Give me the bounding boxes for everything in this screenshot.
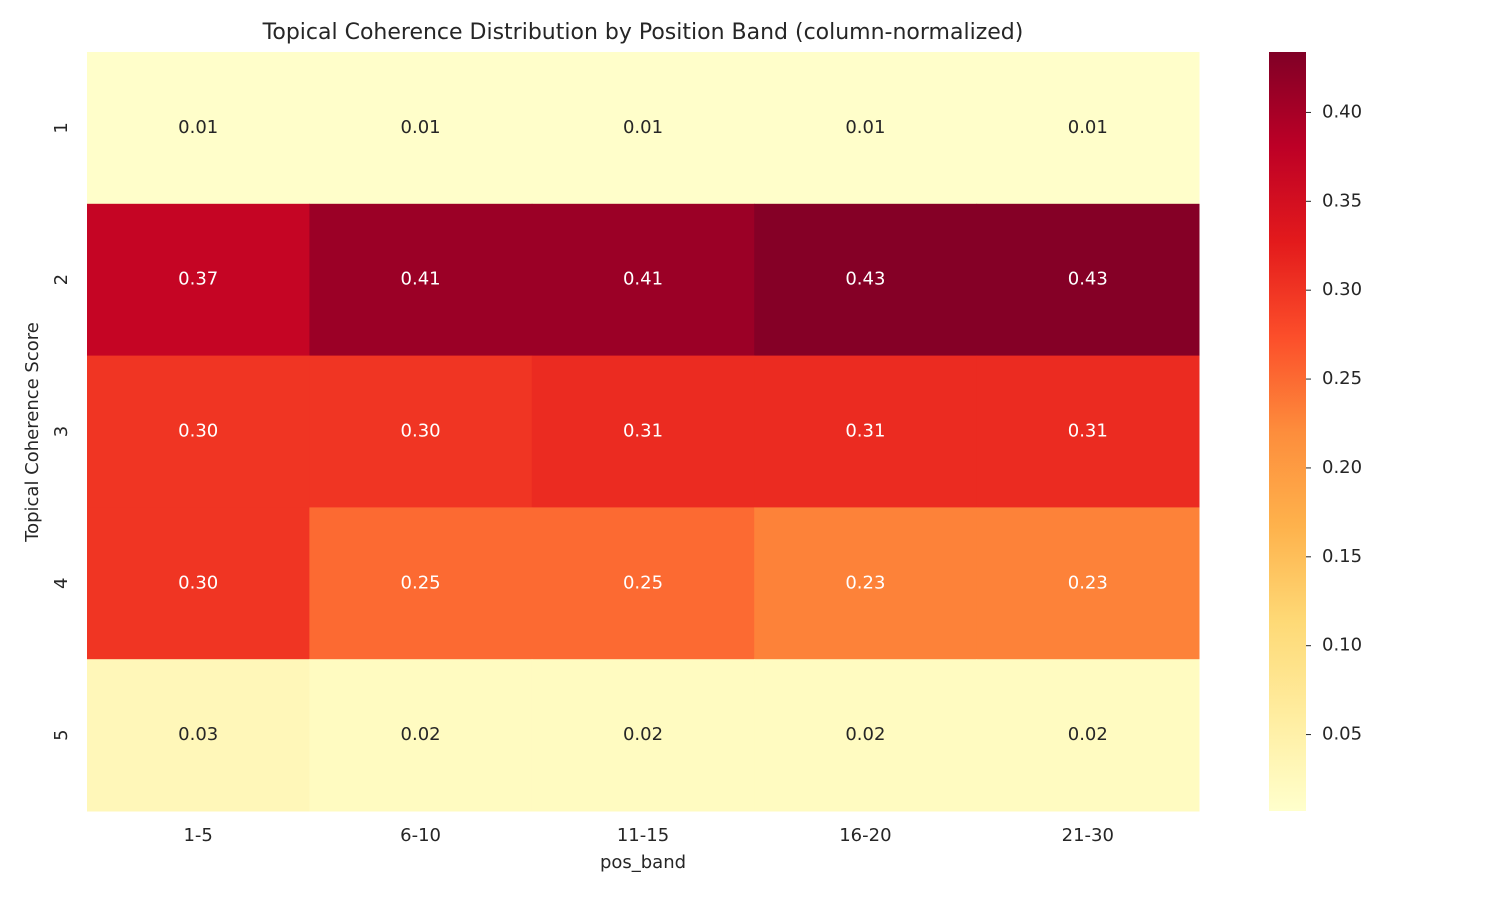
heatmap-cell — [531, 52, 755, 205]
heatmap-cell — [309, 507, 533, 660]
cell-label: 0.23 — [1068, 572, 1108, 593]
y-tick-label: 3 — [51, 426, 72, 437]
colorbar — [1269, 52, 1306, 811]
heatmap-cell — [531, 203, 755, 357]
cell-label: 0.43 — [1068, 269, 1108, 290]
heatmap-cell — [976, 659, 1200, 812]
heatmap-cell — [531, 659, 755, 812]
cell-label: 0.30 — [401, 421, 441, 442]
heatmap-cell — [309, 52, 533, 205]
cell-label: 0.41 — [623, 269, 663, 290]
chart-title: Topical Coherence Distribution by Positi… — [262, 20, 1024, 45]
x-tick-label: 6-10 — [400, 825, 441, 846]
heatmap-cell — [754, 52, 978, 205]
cell-label: 0.02 — [623, 724, 663, 745]
cell-label: 0.25 — [401, 572, 441, 593]
x-axis-label: pos_band — [600, 852, 686, 873]
heatmap-cell — [531, 355, 755, 508]
cell-label: 0.31 — [845, 421, 885, 442]
y-tick-label: 5 — [51, 729, 72, 740]
colorbar-tick-label: 0.25 — [1322, 368, 1362, 389]
heatmap-cell — [87, 203, 310, 357]
heatmap-cell — [976, 355, 1200, 508]
cell-label: 0.02 — [401, 724, 441, 745]
colorbar-tick-label: 0.15 — [1322, 546, 1362, 567]
cell-label: 0.01 — [623, 117, 663, 138]
colorbar-tick-label: 0.10 — [1322, 635, 1362, 656]
cell-label: 0.25 — [623, 572, 663, 593]
colorbar-tick-label: 0.30 — [1322, 279, 1362, 300]
cell-label: 0.31 — [1068, 421, 1108, 442]
cell-label: 0.01 — [1068, 117, 1108, 138]
colorbar-tick-label: 0.05 — [1322, 724, 1362, 745]
heatmap-cell — [87, 52, 310, 205]
heatmap-cell — [87, 355, 310, 508]
heatmap-cell — [754, 203, 978, 357]
y-tick-label: 1 — [51, 122, 72, 133]
cell-label: 0.02 — [845, 724, 885, 745]
colorbar-tick-label: 0.40 — [1322, 101, 1362, 122]
heatmap-cell — [531, 507, 755, 660]
y-axis-label: Topical Coherence Score — [22, 322, 43, 543]
x-tick-label: 16-20 — [839, 825, 891, 846]
cell-label: 0.31 — [623, 421, 663, 442]
heatmap-cell — [976, 507, 1200, 660]
cell-label: 0.43 — [845, 269, 885, 290]
heatmap-cell — [754, 355, 978, 508]
cell-label: 0.03 — [178, 724, 218, 745]
x-tick-label: 1-5 — [183, 825, 212, 846]
x-tick-label: 11-15 — [617, 825, 669, 846]
cell-label: 0.01 — [845, 117, 885, 138]
heatmap-cell — [754, 659, 978, 812]
heatmap-cell — [754, 507, 978, 660]
colorbar-tick-label: 0.35 — [1322, 190, 1362, 211]
cell-label: 0.01 — [178, 117, 218, 138]
cell-label: 0.30 — [178, 421, 218, 442]
cell-label: 0.02 — [1068, 724, 1108, 745]
heatmap-cell — [309, 659, 533, 812]
heatmap-cell — [309, 203, 533, 357]
y-tick-label: 2 — [51, 274, 72, 285]
heatmap-cell — [309, 355, 533, 508]
cell-label: 0.01 — [401, 117, 441, 138]
colorbar-tick-label: 0.20 — [1322, 457, 1362, 478]
heatmap-cell — [976, 203, 1200, 357]
cell-label: 0.23 — [845, 572, 885, 593]
x-tick-label: 21-30 — [1062, 825, 1114, 846]
heatmap-cell — [87, 507, 310, 660]
y-tick-label: 4 — [51, 578, 72, 589]
cell-label: 0.37 — [178, 269, 218, 290]
heatmap-cell — [976, 52, 1200, 205]
cell-label: 0.41 — [401, 269, 441, 290]
cell-label: 0.30 — [178, 572, 218, 593]
heatmap-cell — [87, 659, 310, 812]
